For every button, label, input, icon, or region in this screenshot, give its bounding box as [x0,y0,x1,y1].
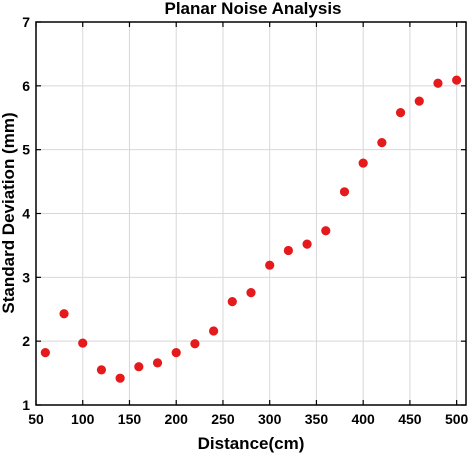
x-tick-labels: 50 100 150 200 250 300 350 400 450 500 [28,411,468,427]
x-tick-label: 450 [398,411,422,427]
axis-ticks [35,21,466,406]
grid [35,21,466,406]
x-tick-label: 400 [351,411,375,427]
x-tick-label: 250 [211,411,235,427]
y-tick-label: 2 [22,333,30,349]
data-point [283,245,293,256]
x-tick-label: 300 [258,411,282,427]
x-tick-label: 500 [445,411,469,427]
x-tick-label: 150 [118,411,142,427]
data-point [134,362,144,372]
data-point [395,108,406,118]
y-tick-labels: 1 2 3 4 5 6 7 [22,14,30,413]
data-point [265,260,275,270]
x-axis-label: Distance(cm) [198,434,305,453]
data-point [377,138,387,148]
data-points [40,75,462,383]
x-tick-label: 100 [71,411,95,427]
data-point [209,326,219,336]
data-point [115,373,125,383]
x-tick-label: 350 [305,411,329,427]
data-point [78,338,88,348]
y-tick-label: 7 [22,14,30,30]
data-point [40,348,50,358]
y-tick-label: 6 [22,78,30,94]
x-tick-label: 50 [28,411,44,427]
data-point [190,339,200,349]
y-tick-label: 3 [22,269,30,285]
data-point [171,348,181,358]
y-axis-label: Standard Deviation (mm) [0,112,18,313]
data-point [452,75,462,85]
data-point [227,296,237,307]
data-point [246,288,256,298]
chart-title: Planar Noise Analysis [164,0,341,18]
data-point [302,239,312,249]
data-point [414,96,424,106]
y-tick-label: 4 [22,206,30,222]
data-point [321,226,331,236]
y-tick-label: 1 [22,397,30,413]
data-point [339,187,350,197]
data-point [433,78,443,88]
data-point [152,358,163,368]
y-tick-label: 5 [22,142,30,158]
x-tick-label: 200 [165,411,189,427]
data-point [96,365,107,375]
data-point [59,309,69,319]
data-point [358,158,368,168]
